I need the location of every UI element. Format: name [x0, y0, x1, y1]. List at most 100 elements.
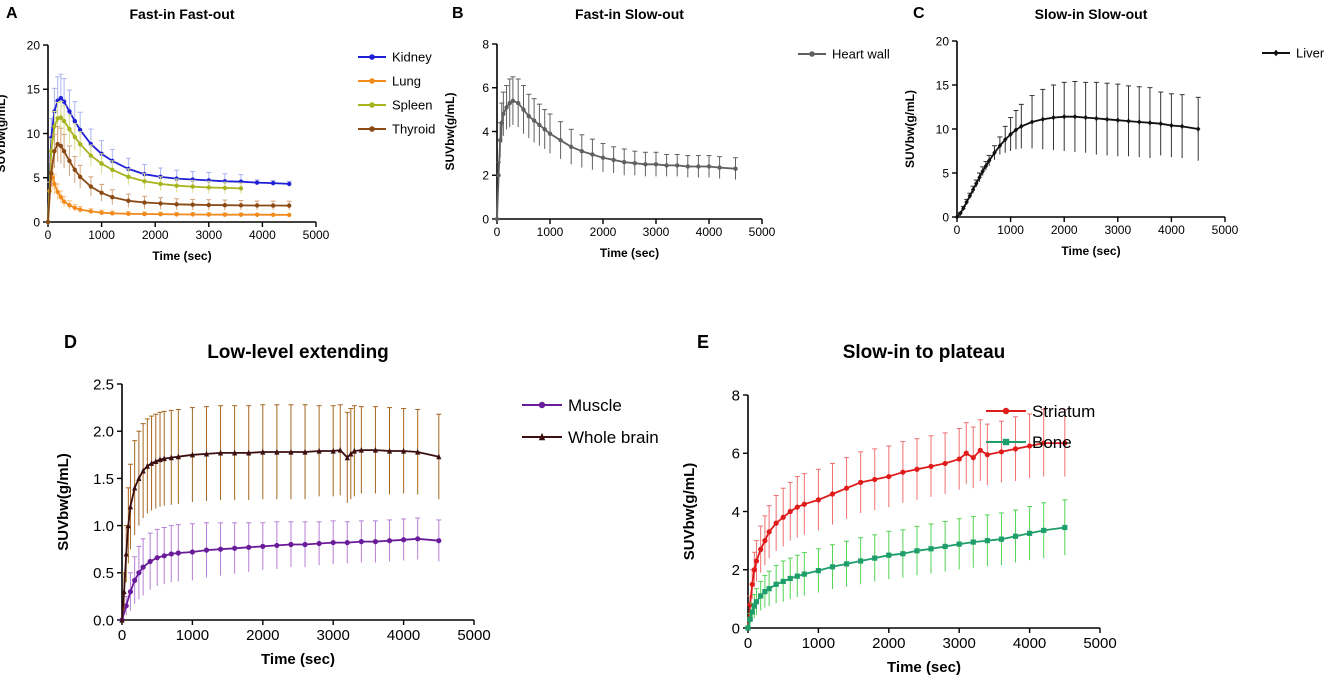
y-tick-label: 5	[33, 171, 40, 185]
y-tick-label: 10	[936, 122, 950, 136]
y-tick-label: 2.5	[93, 376, 114, 393]
data-point	[858, 558, 864, 564]
data-point	[147, 558, 153, 565]
data-point	[61, 199, 67, 204]
data-point	[260, 543, 266, 549]
data-point	[675, 163, 680, 168]
data-point	[1019, 123, 1024, 130]
data-point	[547, 131, 553, 136]
panel-e: E Slow-in to plateau 0 1000 2000 3000 4000 5000…	[681, 332, 1117, 676]
data-point	[928, 546, 934, 552]
data-point	[52, 149, 57, 154]
data-point	[787, 508, 793, 515]
x-axis-label: Time (sec)	[887, 659, 961, 676]
x-tick-label: 3000	[1104, 223, 1131, 237]
data-point	[751, 567, 757, 573]
data-point	[127, 589, 134, 595]
data-point	[787, 575, 793, 582]
series-line	[121, 449, 439, 621]
data-point	[696, 164, 701, 169]
data-point	[119, 616, 125, 623]
data-point	[168, 454, 174, 461]
data-point	[52, 124, 57, 129]
data-point	[222, 202, 228, 208]
data-point	[992, 150, 997, 156]
series-lung	[45, 161, 292, 225]
data-point	[961, 205, 966, 211]
data-point	[144, 463, 150, 469]
chart-title: Slow-in Slow-out	[1035, 6, 1148, 22]
data-point	[773, 520, 779, 526]
data-point	[745, 625, 751, 631]
data-point	[88, 209, 94, 214]
data-point	[77, 127, 83, 133]
data-point	[983, 163, 989, 169]
legend-item: Striatum	[986, 402, 1095, 421]
data-point	[45, 219, 51, 225]
series-spleen	[45, 101, 244, 225]
data-point	[72, 134, 78, 140]
legend-label: Kidney	[392, 50, 432, 65]
data-point	[749, 581, 755, 587]
legend-marker	[369, 78, 375, 84]
data-point	[747, 616, 753, 622]
data-point	[206, 185, 211, 190]
data-point	[510, 98, 516, 104]
data-point	[980, 168, 985, 174]
data-point	[501, 111, 506, 117]
data-point	[126, 211, 131, 216]
data-point	[274, 448, 280, 455]
data-point	[386, 538, 393, 544]
x-tick-label: 5000	[457, 627, 490, 644]
panel-letter: D	[64, 332, 77, 352]
x-tick-label: 1000	[997, 223, 1024, 237]
panel-letter: C	[913, 5, 925, 22]
x-tick-label: 3000	[317, 627, 350, 644]
chart-title: Slow-in to plateau	[843, 342, 1006, 363]
data-point	[174, 202, 179, 207]
series-bone	[745, 499, 1068, 631]
x-tick-label: 1000	[802, 635, 835, 652]
data-point	[302, 448, 308, 455]
x-tick-label: 2000	[246, 627, 279, 644]
data-point	[914, 466, 920, 472]
y-tick-label: 6	[732, 446, 740, 463]
data-point	[964, 199, 969, 205]
data-point	[900, 469, 906, 475]
data-point	[984, 452, 990, 458]
data-point	[914, 548, 920, 554]
data-point	[794, 573, 800, 579]
data-point	[161, 455, 167, 462]
data-point	[733, 166, 738, 171]
y-tick-label: 1.5	[93, 471, 114, 488]
data-point	[136, 475, 142, 481]
data-point	[330, 447, 336, 454]
data-point	[801, 501, 807, 507]
data-point	[55, 189, 60, 195]
data-point	[415, 448, 421, 455]
data-point	[270, 203, 276, 208]
data-point	[127, 503, 134, 510]
panel-letter: A	[6, 5, 18, 22]
x-tick-label: 0	[954, 223, 961, 237]
data-point	[372, 446, 379, 453]
y-tick-label: 2	[732, 562, 740, 579]
x-tick-label: 4000	[1013, 635, 1046, 652]
data-point	[72, 167, 78, 172]
y-tick-label: 0	[942, 210, 949, 224]
data-point	[287, 203, 292, 208]
data-point	[61, 99, 67, 104]
data-point	[970, 455, 976, 461]
data-point	[203, 450, 210, 457]
data-point	[99, 210, 104, 215]
data-point	[174, 183, 179, 188]
legend-item: Kidney	[358, 50, 432, 65]
data-point	[61, 118, 67, 124]
x-axis-label: Time (sec)	[600, 246, 659, 260]
data-point	[142, 211, 147, 217]
series-line	[496, 99, 736, 220]
legend-label: Bone	[1032, 433, 1072, 452]
data-point	[126, 198, 131, 203]
data-point	[270, 212, 276, 218]
y-tick-label: 8	[732, 387, 740, 404]
